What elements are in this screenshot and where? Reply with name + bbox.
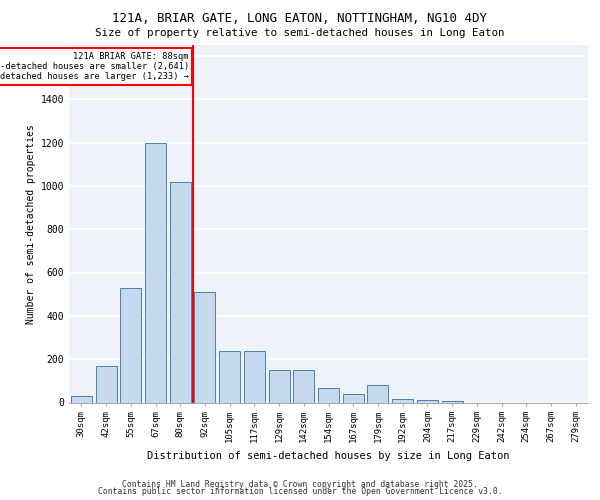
Bar	[120, 288, 141, 403]
Bar	[367, 385, 388, 402]
Bar	[343, 394, 364, 402]
Bar	[318, 388, 339, 402]
Bar	[269, 370, 290, 402]
Bar	[293, 370, 314, 402]
Text: 121A BRIAR GATE: 88sqm
← 67% of semi-detached houses are smaller (2,641)
31% of : 121A BRIAR GATE: 88sqm ← 67% of semi-det…	[0, 52, 189, 82]
Text: 121A, BRIAR GATE, LONG EATON, NOTTINGHAM, NG10 4DY: 121A, BRIAR GATE, LONG EATON, NOTTINGHAM…	[113, 12, 487, 26]
Bar	[417, 400, 438, 402]
Bar	[219, 350, 240, 403]
Bar	[71, 396, 92, 402]
Bar	[194, 292, 215, 403]
Bar	[145, 142, 166, 402]
Text: Size of property relative to semi-detached houses in Long Eaton: Size of property relative to semi-detach…	[95, 28, 505, 38]
Bar	[392, 399, 413, 402]
Bar	[170, 182, 191, 402]
Text: Contains HM Land Registry data © Crown copyright and database right 2025.: Contains HM Land Registry data © Crown c…	[122, 480, 478, 489]
Bar	[95, 366, 116, 403]
Y-axis label: Number of semi-detached properties: Number of semi-detached properties	[26, 124, 37, 324]
X-axis label: Distribution of semi-detached houses by size in Long Eaton: Distribution of semi-detached houses by …	[147, 450, 510, 460]
Bar	[244, 350, 265, 403]
Text: Contains public sector information licensed under the Open Government Licence v3: Contains public sector information licen…	[98, 488, 502, 496]
